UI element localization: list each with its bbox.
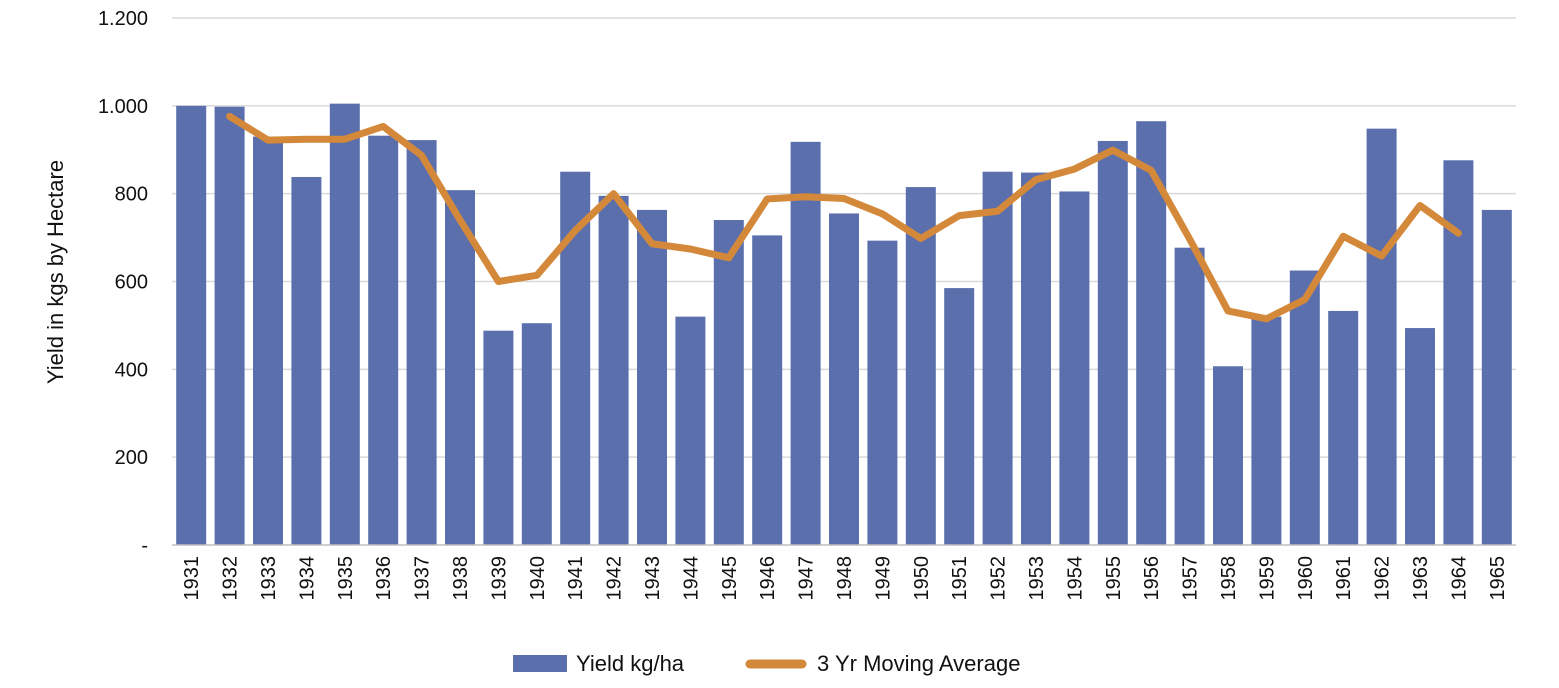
bar [291, 177, 321, 545]
x-tick-label: 1941 [565, 556, 587, 601]
bar [215, 107, 245, 545]
legend: Yield kg/ha 3 Yr Moving Average [513, 651, 1020, 676]
legend-line-label: 3 Yr Moving Average [817, 651, 1020, 676]
y-tick-label: 400 [115, 359, 148, 381]
x-tick-label: 1964 [1448, 556, 1470, 601]
x-tick-label: 1946 [757, 556, 779, 601]
bar [983, 172, 1013, 545]
bar [407, 140, 437, 545]
bar [752, 235, 782, 545]
bar [330, 104, 360, 545]
bar [1251, 317, 1281, 545]
bar [1405, 328, 1435, 545]
legend-bar-swatch [513, 655, 567, 672]
x-tick-label: 1953 [1026, 556, 1048, 601]
x-tick-label: 1956 [1141, 556, 1163, 601]
bar [253, 137, 283, 545]
x-tick-label: 1934 [296, 556, 318, 601]
bar [1367, 129, 1397, 545]
bar [1175, 248, 1205, 545]
bar [483, 331, 513, 545]
bar [1482, 210, 1512, 545]
x-tick-label: 1945 [719, 556, 741, 601]
y-tick-label: 600 [115, 272, 148, 294]
y-tick-label: 1.000 [98, 96, 148, 118]
x-tick-labels: 1931 1932 1933 1934 1935 1936 1937 1938 1939 1940… [181, 556, 1509, 601]
x-tick-label: 1965 [1487, 556, 1509, 601]
bar [522, 323, 552, 545]
bar [1098, 141, 1128, 545]
x-tick-label: 1955 [1103, 556, 1125, 601]
bar [637, 210, 667, 545]
x-tick-label: 1963 [1410, 556, 1432, 601]
x-tick-label: 1947 [796, 556, 818, 601]
x-tick-label: 1948 [834, 556, 856, 601]
x-tick-label: 1944 [680, 556, 702, 601]
x-tick-label: 1933 [258, 556, 280, 601]
x-tick-label: 1940 [527, 556, 549, 601]
x-tick-label: 1939 [488, 556, 510, 601]
bar [714, 220, 744, 545]
x-tick-label: 1952 [988, 556, 1010, 601]
bar [1443, 160, 1473, 545]
x-tick-label: 1931 [181, 556, 203, 601]
bar [1290, 271, 1320, 545]
x-tick-label: 1951 [949, 556, 971, 601]
bar [368, 136, 398, 545]
x-tick-label: 1958 [1218, 556, 1240, 601]
y-tick-label: 800 [115, 184, 148, 206]
bar [1328, 311, 1358, 545]
x-tick-label: 1957 [1180, 556, 1202, 601]
bar [176, 106, 206, 545]
bar [675, 317, 705, 545]
x-tick-label: 1950 [911, 556, 933, 601]
x-tick-label: 1959 [1256, 556, 1278, 601]
y-axis-title: Yield in kgs by Hectare [43, 160, 68, 384]
x-tick-label: 1932 [220, 556, 242, 601]
x-tick-label: 1937 [412, 556, 434, 601]
x-tick-label: 1935 [335, 556, 357, 601]
y-tick-labels: - 200 400 600 800 1.000 1.200 [98, 8, 148, 557]
x-tick-label: 1960 [1295, 556, 1317, 601]
bar [867, 241, 897, 545]
bar [1059, 191, 1089, 545]
x-tick-label: 1943 [642, 556, 664, 601]
y-tick-label: 1.200 [98, 8, 148, 30]
y-tick-label: 200 [115, 447, 148, 469]
x-tick-label: 1961 [1333, 556, 1355, 601]
bar [1213, 366, 1243, 545]
x-tick-label: 1942 [604, 556, 626, 601]
bar [944, 288, 974, 545]
bar [599, 196, 629, 545]
y-tick-label: - [141, 535, 148, 557]
bar [1021, 173, 1051, 545]
bar [829, 213, 859, 545]
x-tick-label: 1936 [373, 556, 395, 601]
x-tick-label: 1949 [872, 556, 894, 601]
legend-bar-label: Yield kg/ha [576, 651, 685, 676]
x-tick-label: 1962 [1372, 556, 1394, 601]
x-tick-label: 1954 [1064, 556, 1086, 601]
bars [176, 104, 1512, 545]
bar [791, 142, 821, 545]
x-tick-label: 1938 [450, 556, 472, 601]
